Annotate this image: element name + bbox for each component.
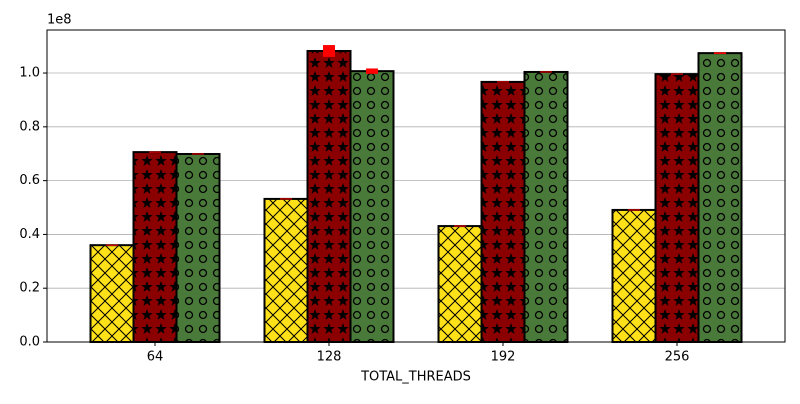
error-bar	[628, 209, 640, 211]
bar	[480, 80, 526, 344]
plot-frame	[46, 29, 786, 343]
bar	[654, 73, 700, 343]
error-bar	[323, 45, 335, 57]
error-bar	[280, 198, 292, 200]
bar	[89, 244, 135, 343]
error-bar	[714, 52, 726, 54]
y-tick-label: 1.0	[19, 66, 40, 81]
y-tick-label: 0.6	[19, 173, 40, 188]
y-tick-label: 0.0	[19, 335, 40, 350]
bar	[349, 70, 395, 343]
error-bar	[106, 244, 118, 246]
bar	[523, 70, 569, 343]
bar	[175, 152, 221, 343]
x-tick-label: 256	[665, 350, 690, 365]
error-bar	[149, 151, 161, 153]
y-offset-label: 1e8	[47, 13, 72, 28]
error-bar	[497, 81, 509, 83]
x-tick-label: 128	[317, 350, 342, 365]
error-bar	[540, 71, 552, 73]
bar	[306, 49, 352, 343]
bar	[611, 208, 657, 343]
bar	[697, 52, 743, 343]
x-tick-label: 64	[147, 350, 164, 365]
y-tick-label: 0.2	[19, 281, 40, 296]
y-tick-label: 0.4	[19, 227, 40, 242]
error-bar	[671, 73, 683, 75]
x-tick-label: 192	[491, 350, 516, 365]
y-tick-label: 0.8	[19, 119, 40, 134]
x-axis-label: TOTAL_THREADS	[360, 370, 471, 385]
error-bar	[366, 68, 378, 74]
bar	[132, 151, 178, 343]
error-bar	[192, 153, 204, 155]
bar	[437, 225, 483, 344]
bar	[263, 197, 309, 343]
error-bar	[454, 225, 466, 227]
